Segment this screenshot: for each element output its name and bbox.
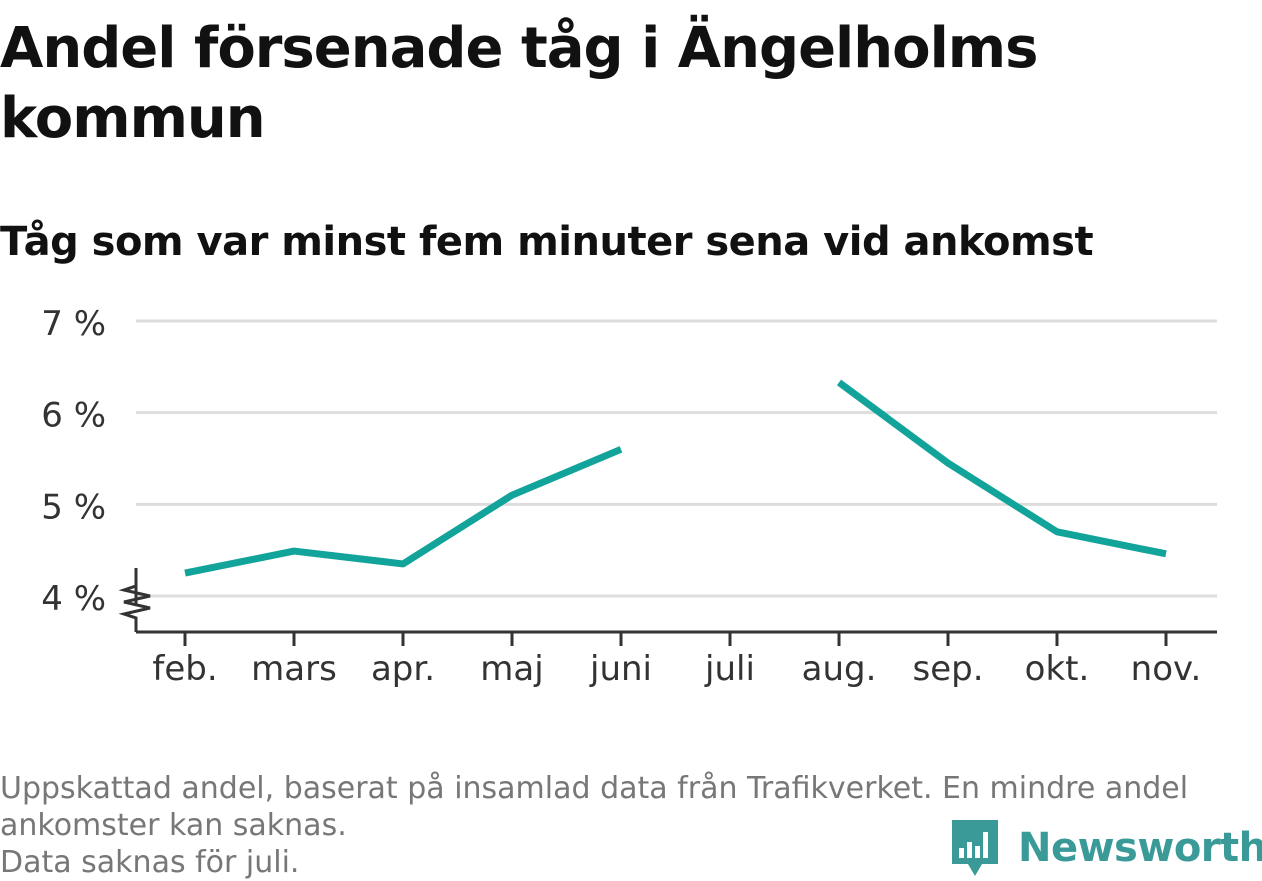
brand-logo: Newsworthy xyxy=(950,818,1262,878)
axis-break xyxy=(118,583,151,632)
newsworthy-logo-icon xyxy=(952,820,998,876)
footer-note-line-2: ankomster kan saknas. xyxy=(0,808,347,843)
footer-note: Uppskattad andel, baserat på insamlad da… xyxy=(0,770,1250,881)
data-series xyxy=(184,379,1167,577)
x-tick-label: mars xyxy=(251,649,337,689)
y-tick-label: 5 % xyxy=(41,487,106,527)
x-tick-label: aug. xyxy=(802,649,877,689)
chart-subtitle: Tåg som var minst fem minuter sena vid a… xyxy=(0,219,1094,265)
footer-note-line-1: Uppskattad andel, baserat på insamlad da… xyxy=(0,771,1189,806)
x-tick-label: nov. xyxy=(1131,649,1202,689)
x-tick-label: apr. xyxy=(371,649,435,689)
line-chart: 4 % 5 % 6 % 7 % feb. mars apr. maj juni juli aug.… xyxy=(41,304,1217,689)
brand-name: Newsworthy xyxy=(1018,825,1262,871)
footer-note-line-3: Data saknas för juli. xyxy=(0,845,300,880)
series-line-segment xyxy=(184,446,623,577)
x-tick-label: feb. xyxy=(152,649,217,689)
chart-title: Andel försenade tåg i Ängelholms kommun xyxy=(0,16,1038,151)
y-tick-label: 4 % xyxy=(41,579,106,619)
y-axis-labels: 4 % 5 % 6 % 7 % xyxy=(41,304,106,619)
y-tick-label: 7 % xyxy=(41,304,106,344)
series-line-segment xyxy=(836,379,1167,558)
x-tick-label: maj xyxy=(480,649,543,689)
x-tick-label: juni xyxy=(589,649,652,689)
y-tick-label: 6 % xyxy=(41,396,106,436)
x-tick-label: okt. xyxy=(1025,649,1090,689)
grid-lines xyxy=(136,319,1217,598)
x-axis: feb. mars apr. maj juni juli aug. sep. okt. nov. xyxy=(118,568,1217,689)
x-tick-label: sep. xyxy=(912,649,983,689)
x-tick-label: juli xyxy=(704,649,755,689)
